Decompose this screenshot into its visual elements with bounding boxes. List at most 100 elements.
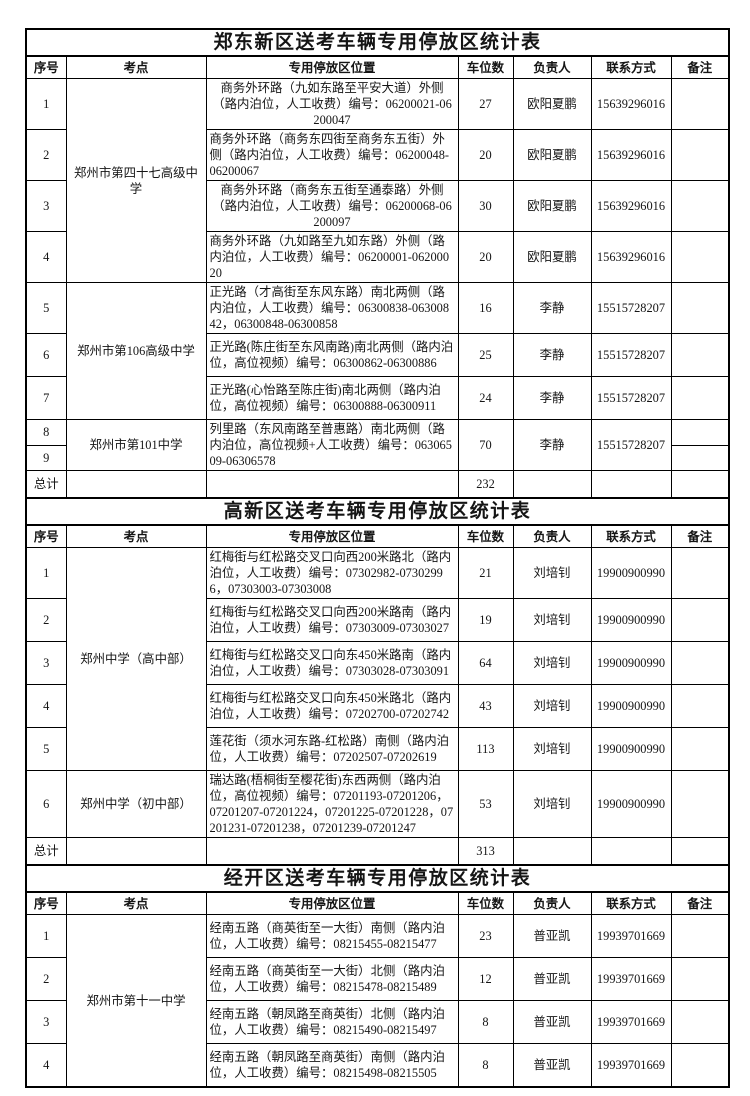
cell-phone: 15639296016 [590,78,672,130]
cell-phone: 19900900990 [590,547,672,599]
cell-location: 正光路（才高街至东风东路）南北两侧（路内泊位，人工收费）编号：06300838-… [205,282,459,334]
table-title: 郑东新区送考车辆专用停放区统计表 [24,28,731,57]
cell-phone: 15515728207 [590,376,672,420]
cell-manager [512,837,592,866]
cell-spaces: 25 [457,333,514,377]
cell-manager: 普亚凯 [512,1043,592,1088]
cell-location [205,837,459,866]
cell-phone: 19939701669 [590,914,672,958]
table-row: 2 红梅街与红松路交叉口向西200米路南（路内泊位，人工收费）编号：0730300… [25,598,730,642]
table-total-row: 总计 313 [25,837,730,866]
cell-note [670,129,730,181]
cell-phone [590,837,672,866]
cell-phone: 19900900990 [590,598,672,642]
cell-note [670,641,730,685]
cell-spaces: 313 [457,837,514,866]
cell-index: 3 [25,641,67,685]
cell-phone: 19900900990 [590,770,672,838]
cell-location: 经南五路（商英街至一大街）北侧（路内泊位，人工收费）编号：08215478-08… [205,957,459,1001]
cell-exam-site: 郑州市第十一中学 [65,914,207,1088]
cell-spaces: 8 [457,1000,514,1044]
cell-manager: 李静 [512,376,592,420]
cell-index: 7 [25,376,67,420]
cell-manager: 李静 [512,282,592,334]
cell-index: 1 [25,78,67,130]
column-header-exam-site: 考点 [65,891,207,915]
cell-note [670,231,730,283]
table-header-row: 序号 考点 专用停放区位置 车位数 负责人 联系方式 备注 [25,524,730,548]
column-header-note: 备注 [670,891,730,915]
tables-container: 郑东新区送考车辆专用停放区统计表 序号 考点 专用停放区位置 车位数 负责人 联系方式 备注 1… [24,28,731,1088]
cell-index: 5 [25,282,67,334]
cell-index: 9 [25,444,67,471]
cell-spaces: 24 [457,376,514,420]
cell-spaces: 8 [457,1043,514,1088]
cell-note [670,180,730,232]
cell-spaces: 70 [457,419,514,471]
column-header-location: 专用停放区位置 [205,524,459,548]
column-header-spaces: 车位数 [457,524,514,548]
cell-note [670,376,730,420]
cell-index: 总计 [25,837,67,866]
column-header-exam-site: 考点 [65,524,207,548]
cell-location: 经南五路（商英街至一大街）南侧（路内泊位，人工收费）编号：08215455-08… [205,914,459,958]
table-row: 6 郑州中学（初中部） 瑞达路(梧桐街至樱花街)东西两侧（路内泊位，高位视频）编号：… [25,770,730,838]
cell-location: 红梅街与红松路交叉口向东450米路北（路内泊位，人工收费）编号：07202700… [205,684,459,728]
cell-spaces: 20 [457,129,514,181]
cell-spaces: 232 [457,470,514,499]
column-header-location: 专用停放区位置 [205,55,459,79]
cell-location: 红梅街与红松路交叉口向西200米路北（路内泊位，人工收费）编号：07302982… [205,547,459,599]
cell-note [670,419,730,446]
column-header-index: 序号 [25,891,67,915]
cell-phone: 15639296016 [590,180,672,232]
cell-phone: 19900900990 [590,727,672,771]
cell-index: 6 [25,770,67,838]
cell-note [670,1043,730,1088]
cell-manager: 普亚凯 [512,957,592,1001]
cell-note [670,1000,730,1044]
cell-location: 正光路(心怡路至陈庄街)南北两侧（路内泊位，高位视频）编号：06300888-0… [205,376,459,420]
cell-manager: 普亚凯 [512,914,592,958]
cell-manager: 刘培钊 [512,684,592,728]
cell-phone: 15639296016 [590,231,672,283]
cell-manager: 刘培钊 [512,770,592,838]
cell-note [670,333,730,377]
cell-phone: 19939701669 [590,1043,672,1088]
cell-index: 3 [25,180,67,232]
cell-exam-site: 郑州中学（初中部） [65,770,207,838]
cell-location: 商务外环路（商务东五街至通泰路）外侧（路内泊位，人工收费）编号：06200068… [205,180,459,232]
cell-index: 2 [25,957,67,1001]
cell-index: 4 [25,231,67,283]
cell-location: 经南五路（朝凤路至商英街）北侧（路内泊位，人工收费）编号：08215490-08… [205,1000,459,1044]
column-header-spaces: 车位数 [457,891,514,915]
table-row: 7 正光路(心怡路至陈庄街)南北两侧（路内泊位，高位视频）编号：06300888-… [25,376,730,420]
cell-note [670,837,730,866]
cell-spaces: 64 [457,641,514,685]
stat-table-3: 经开区送考车辆专用停放区统计表 序号 考点 专用停放区位置 车位数 负责人 联系方式 备注 1 郑… [24,864,731,1088]
cell-index: 总计 [25,470,67,499]
column-header-index: 序号 [25,55,67,79]
cell-index: 1 [25,914,67,958]
cell-location: 红梅街与红松路交叉口向西200米路南（路内泊位，人工收费）编号：07303009… [205,598,459,642]
table-header-row: 序号 考点 专用停放区位置 车位数 负责人 联系方式 备注 [25,891,730,915]
cell-note [670,957,730,1001]
table-row: 4 商务外环路（九如路至九如东路）外侧（路内泊位，人工收费）编号：06200001… [25,231,730,283]
cell-spaces: 27 [457,78,514,130]
cell-manager: 欧阳夏鹏 [512,231,592,283]
column-header-manager: 负责人 [512,524,592,548]
cell-spaces: 53 [457,770,514,838]
cell-manager: 李静 [512,419,592,471]
cell-phone: 19939701669 [590,1000,672,1044]
cell-exam-site: 郑州市第106高级中学 [65,282,207,420]
cell-location: 莲花街（须水河东路-红松路）南侧（路内泊位，人工收费）编号：07202507-0… [205,727,459,771]
column-header-phone: 联系方式 [590,524,672,548]
column-header-exam-site: 考点 [65,55,207,79]
cell-index: 4 [25,684,67,728]
table-title: 高新区送考车辆专用停放区统计表 [24,497,731,526]
cell-spaces: 30 [457,180,514,232]
table-row: 3 经南五路（朝凤路至商英街）北侧（路内泊位，人工收费）编号：08215490-0… [25,1000,730,1044]
cell-index: 2 [25,598,67,642]
table-row: 5 郑州市第106高级中学 正光路（才高街至东风东路）南北两侧（路内泊位，人工收费）… [25,282,730,420]
cell-manager: 欧阳夏鹏 [512,180,592,232]
